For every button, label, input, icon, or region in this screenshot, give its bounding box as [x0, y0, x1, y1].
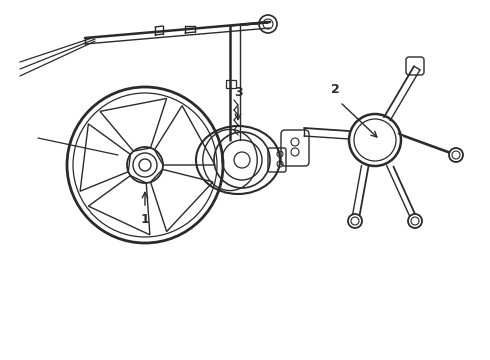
Text: 3: 3 — [234, 86, 243, 99]
Circle shape — [67, 87, 223, 243]
Circle shape — [196, 118, 280, 202]
Circle shape — [408, 214, 422, 228]
Circle shape — [449, 148, 463, 162]
Circle shape — [289, 54, 461, 226]
Bar — [226, 80, 236, 88]
Text: 2: 2 — [331, 83, 340, 96]
Text: 1: 1 — [141, 213, 149, 226]
Circle shape — [348, 214, 362, 228]
